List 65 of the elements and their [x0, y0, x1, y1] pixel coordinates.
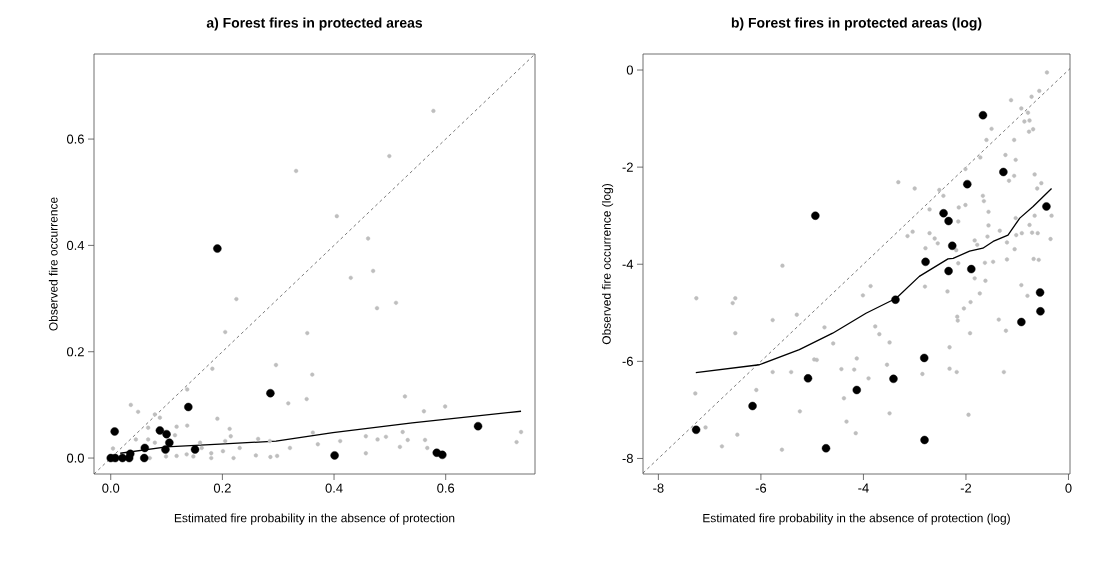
point	[184, 402, 193, 412]
y-tick-label: 0.6	[66, 134, 84, 144]
point	[124, 453, 134, 463]
point	[162, 429, 171, 439]
point	[161, 445, 170, 454]
x-axis-title: Estimated fire probability in the absence of protection (log)	[703, 513, 1010, 525]
y-tick-label: 0.4	[66, 240, 85, 250]
y-tick-label: 0.0	[66, 453, 84, 463]
x-tick-label: 0.2	[213, 483, 231, 493]
y-tick-label: -4	[622, 259, 634, 269]
point	[111, 453, 120, 463]
point	[967, 264, 976, 274]
point	[438, 450, 447, 460]
point	[213, 244, 222, 253]
point	[978, 110, 988, 120]
point	[155, 426, 165, 435]
point	[948, 241, 957, 250]
x-tick-label: 0.6	[437, 483, 455, 493]
point	[1017, 317, 1026, 327]
point	[473, 421, 483, 431]
x-axis-title: Estimated fire probability in the absence of protection	[174, 513, 455, 525]
point	[939, 209, 948, 218]
point	[811, 211, 820, 220]
point	[691, 425, 701, 435]
y-tick-label: -8	[622, 453, 633, 464]
x-tick-label: -2	[960, 483, 972, 493]
point	[748, 401, 757, 411]
chart-title: b) Forest fires in protected areas (log)	[731, 17, 982, 31]
x-tick-label: -6	[755, 483, 767, 493]
y-tick-label: -2	[622, 162, 633, 172]
point	[889, 374, 898, 384]
y-axis-title: Observed fire occurrence	[48, 197, 58, 331]
x-tick-label: -8	[653, 483, 664, 493]
point	[920, 353, 929, 363]
y-tick-label: 0.2	[66, 347, 84, 357]
point	[920, 435, 929, 445]
point	[140, 453, 149, 463]
point	[999, 167, 1008, 177]
point	[891, 295, 900, 304]
x-tick-label: -4	[858, 483, 869, 493]
point	[852, 385, 861, 395]
chart-title: a) Forest fires in protected areas	[206, 17, 423, 31]
point	[803, 374, 813, 383]
y-axis-title: Observed fire occurrence (log)	[601, 184, 614, 345]
point	[330, 451, 339, 460]
point	[1042, 202, 1051, 211]
x-tick-label: 0.4	[325, 483, 343, 493]
y-tick-label: -6	[622, 356, 633, 366]
point	[118, 453, 127, 463]
point	[140, 443, 149, 453]
point	[821, 444, 831, 453]
point	[1035, 288, 1045, 297]
point	[921, 257, 930, 267]
point	[1036, 307, 1045, 316]
point	[110, 427, 119, 436]
x-tick-label: 0	[1065, 483, 1072, 493]
line-series	[695, 187, 1053, 374]
point	[165, 438, 174, 447]
x-tick-label: 0.0	[102, 483, 120, 493]
point	[944, 216, 953, 226]
point	[944, 266, 953, 276]
point	[190, 445, 200, 454]
y-tick-label: 0	[626, 65, 633, 75]
point	[266, 388, 275, 398]
point	[963, 179, 972, 189]
